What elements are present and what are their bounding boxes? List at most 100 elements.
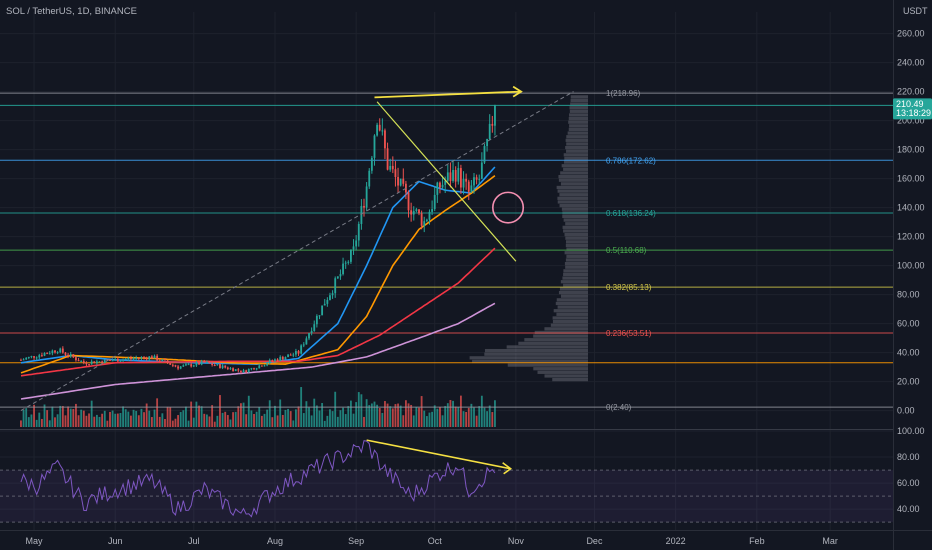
price-candles bbox=[20, 104, 496, 374]
rsi-divergence-arrow-head bbox=[502, 462, 513, 475]
candle-body bbox=[245, 370, 248, 373]
volume-profile-row bbox=[566, 142, 588, 146]
candle-body bbox=[480, 162, 483, 179]
candle-body bbox=[255, 368, 258, 370]
candle-body bbox=[494, 105, 496, 126]
volume-profile bbox=[469, 95, 588, 382]
volume-profile-row bbox=[563, 218, 588, 222]
candle-body bbox=[195, 362, 198, 366]
candle-body bbox=[347, 261, 350, 263]
volume-bar bbox=[326, 415, 329, 427]
volume-profile-row bbox=[565, 240, 588, 244]
highlight-circle bbox=[492, 191, 525, 224]
candle-body bbox=[174, 365, 177, 367]
time-tick-label: 2022 bbox=[666, 536, 686, 546]
candle-body bbox=[111, 360, 114, 362]
volume-profile-row bbox=[563, 229, 588, 233]
candle-body bbox=[425, 219, 428, 222]
candle-body bbox=[454, 169, 457, 182]
volume-bar bbox=[423, 410, 426, 427]
volume-bar bbox=[287, 408, 289, 427]
volume-profile-row bbox=[565, 243, 588, 248]
candle-body bbox=[253, 368, 255, 370]
volume-profile-row bbox=[565, 265, 588, 269]
fib-level-label-1: 1(218.96) bbox=[606, 89, 641, 98]
volume-bar bbox=[357, 392, 360, 427]
volume-bar bbox=[25, 408, 28, 427]
volume-bar bbox=[284, 409, 287, 427]
volume-bar bbox=[198, 405, 200, 427]
candle-body bbox=[310, 330, 313, 334]
rsi-divergence-arrow-line bbox=[366, 439, 511, 470]
volume-bar bbox=[483, 407, 486, 427]
volume-profile-row bbox=[557, 196, 588, 200]
volume-bar bbox=[200, 406, 203, 427]
volume-bar bbox=[145, 403, 148, 427]
rsi-tick-label: 60.00 bbox=[897, 478, 920, 488]
volume-bar bbox=[260, 415, 263, 427]
price-tick-label: 40.00 bbox=[897, 348, 920, 358]
volume-bar bbox=[297, 406, 300, 427]
candle-body bbox=[72, 354, 75, 358]
volume-bar bbox=[95, 414, 98, 427]
candle-body bbox=[412, 211, 415, 215]
candle-body bbox=[465, 178, 468, 182]
price-tick-label: 240.00 bbox=[897, 58, 925, 68]
volume-bar bbox=[80, 409, 83, 427]
rsi-tick-label: 80.00 bbox=[897, 452, 920, 462]
volume-bar bbox=[61, 406, 64, 427]
volume-bar bbox=[334, 391, 337, 427]
volume-profile-row bbox=[560, 171, 588, 175]
volume-bar bbox=[305, 401, 308, 427]
volume-bar bbox=[295, 409, 297, 427]
candle-body bbox=[103, 359, 106, 364]
candle-body bbox=[226, 367, 229, 369]
volume-bar bbox=[491, 412, 494, 427]
volume-bar bbox=[46, 410, 49, 427]
candle-body bbox=[153, 355, 156, 359]
candle-body bbox=[40, 355, 43, 357]
falling-trendline bbox=[376, 101, 517, 262]
candle-body bbox=[483, 146, 486, 163]
candle-body bbox=[250, 368, 253, 370]
candle-body bbox=[318, 315, 321, 317]
volume-bar bbox=[124, 409, 127, 427]
volume-bar bbox=[35, 419, 38, 427]
candle-body bbox=[459, 168, 462, 188]
volume-profile-row bbox=[563, 283, 588, 287]
volume-profile-row bbox=[560, 182, 588, 186]
volume-bar bbox=[54, 417, 56, 427]
volume-profile-row bbox=[533, 334, 588, 338]
volume-bar bbox=[56, 414, 59, 427]
candle-body bbox=[289, 354, 292, 356]
fib-level-label-0: 0(2.40) bbox=[606, 403, 632, 412]
candle-body bbox=[384, 130, 386, 149]
fib-level-label-0.786: 0.786(172.62) bbox=[606, 156, 656, 165]
candle-body bbox=[192, 365, 195, 367]
volume-bar bbox=[386, 403, 389, 427]
volume-bar bbox=[93, 416, 96, 427]
candle-body bbox=[213, 364, 216, 366]
volume-profile-row bbox=[472, 359, 588, 364]
candle-body bbox=[478, 178, 481, 180]
candle-body bbox=[229, 368, 232, 370]
candle-body bbox=[106, 359, 109, 361]
candle-body bbox=[242, 370, 245, 373]
volume-bar bbox=[394, 404, 397, 427]
fib-level-label-0.382: 0.382(85.13) bbox=[606, 283, 652, 292]
volume-bar bbox=[85, 415, 88, 427]
candle-body bbox=[82, 361, 85, 363]
volume-bar bbox=[399, 405, 402, 427]
volume-bar bbox=[187, 420, 190, 427]
candle-body bbox=[378, 124, 381, 131]
volume-profile-row bbox=[569, 106, 588, 110]
candle-body bbox=[25, 357, 28, 360]
volume-bar bbox=[344, 414, 347, 427]
volume-bar bbox=[459, 395, 462, 427]
candle-body bbox=[20, 359, 22, 361]
candle-body bbox=[130, 358, 132, 360]
volume-bar bbox=[339, 410, 342, 427]
time-axis: May Jun Jul Aug Sep Oct Nov Dec 2022 Feb Mar bbox=[26, 536, 838, 546]
volume-bar bbox=[473, 407, 475, 427]
